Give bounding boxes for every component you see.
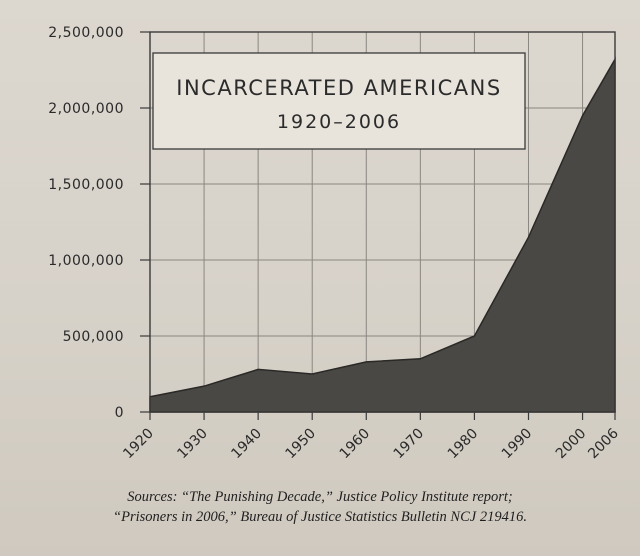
chart-subtitle: 1920–2006 xyxy=(277,111,401,133)
y-tick-label-1: 500,000 xyxy=(63,329,124,345)
x-tick-label-5: 1970 xyxy=(391,426,428,463)
y-tick-label-5: 2,500,000 xyxy=(48,25,124,41)
sources-caption: Sources: “The Punishing Decade,” Justice… xyxy=(0,487,640,527)
y-tick-label-0: 0 xyxy=(115,405,124,421)
title-box-frame xyxy=(152,52,526,150)
x-tick-label-6: 1980 xyxy=(445,426,482,463)
chart-title: INCARCERATED AMERICANS xyxy=(176,76,501,100)
x-tick-label-7: 1990 xyxy=(499,426,536,463)
y-tick-label-4: 2,000,000 xyxy=(48,101,124,117)
y-axis-tick-labels: 0 500,000 1,000,000 1,500,000 2,000,000 2,500… xyxy=(48,25,124,421)
x-tick-label-0: 1920 xyxy=(120,426,157,463)
y-tick-label-3: 1,500,000 xyxy=(48,177,124,193)
plot-frame xyxy=(140,31,616,420)
x-tick-label-3: 1950 xyxy=(283,426,320,463)
sources-line-2: “Prisoners in 2006,” Bureau of Justice S… xyxy=(113,509,527,525)
sources-line-1: Sources: “The Punishing Decade,” Justice… xyxy=(127,489,513,505)
x-tick-label-2: 1940 xyxy=(228,426,265,463)
chart-title-box: INCARCERATED AMERICANS 1920–2006 xyxy=(152,52,526,150)
x-tick-label-4: 1960 xyxy=(337,426,374,463)
x-tick-label-1: 1930 xyxy=(174,426,211,463)
x-tick-label-8: 2000 xyxy=(553,426,590,463)
plot-border xyxy=(149,31,616,413)
y-tick-label-2: 1,000,000 xyxy=(48,253,124,269)
x-tick-label-9: 2006 xyxy=(585,425,622,462)
